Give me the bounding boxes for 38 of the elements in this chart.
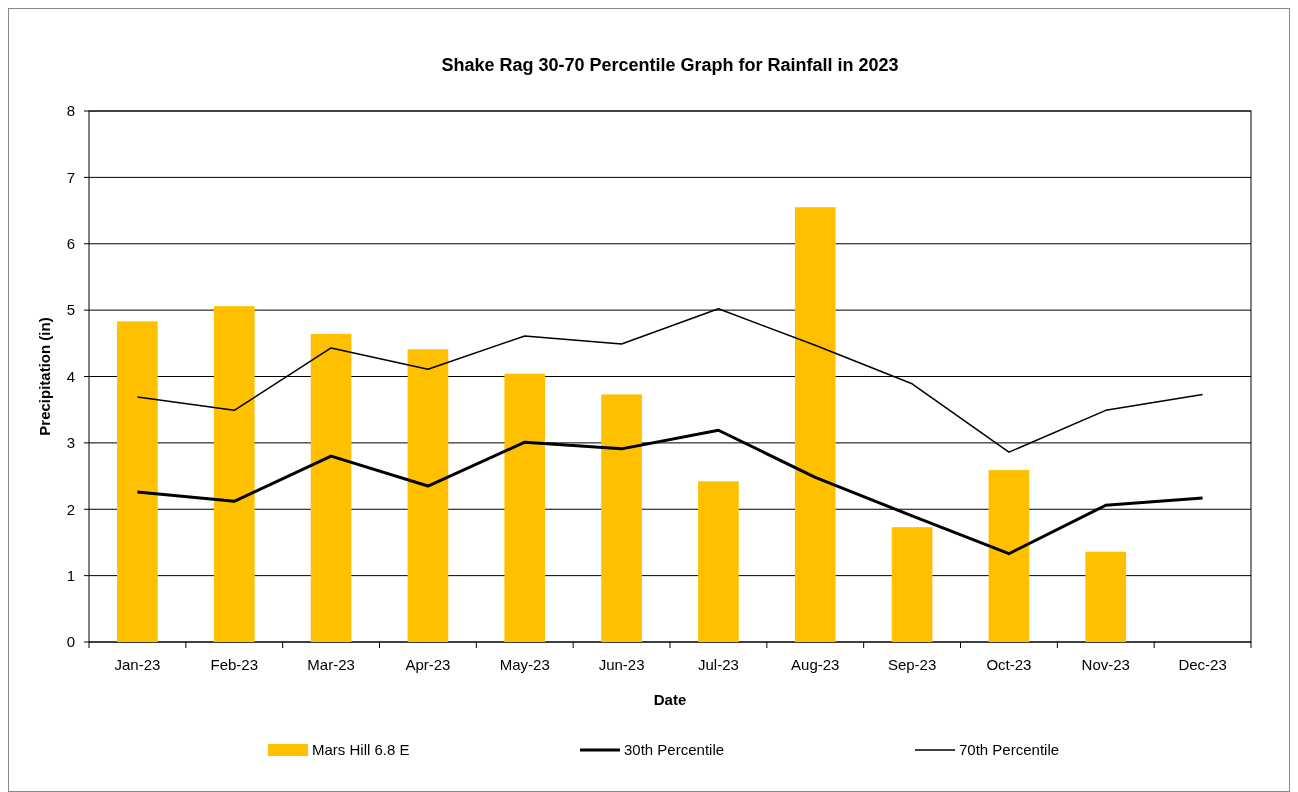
x-tick-label: Nov-23	[1081, 656, 1130, 673]
y-tick-label: 4	[66, 367, 75, 385]
legend-label: Mars Hill 6.8 E	[312, 741, 410, 759]
bar	[310, 334, 352, 642]
bar	[988, 470, 1030, 642]
y-tick-label: 1	[66, 566, 75, 584]
bar	[1085, 551, 1127, 642]
x-tick-label: Aug-23	[791, 656, 840, 673]
x-tick-label: Jan-23	[114, 656, 161, 673]
chart-title: Shake Rag 30-70 Percentile Graph for Rainfall in 2023	[441, 55, 899, 75]
legend-label: 70th Percentile	[959, 741, 1060, 759]
bar	[407, 349, 449, 642]
x-tick-label: May-23	[499, 656, 550, 673]
x-axis-title: Date	[653, 691, 687, 708]
y-tick-label: 7	[66, 168, 75, 186]
x-tick-label: Sep-23	[887, 656, 937, 673]
bar	[213, 306, 255, 642]
y-tick-label: 0	[66, 633, 75, 651]
x-tick-label: Oct-23	[986, 656, 1032, 673]
y-tick-label: 8	[66, 102, 75, 120]
x-tick-label: Apr-23	[405, 656, 451, 673]
x-tick-label: Feb-23	[210, 656, 259, 673]
bar	[117, 321, 158, 642]
x-tick-label: Mar-23	[307, 656, 355, 673]
x-tick-label: Jul-23	[697, 656, 739, 673]
legend-label: 30th Percentile	[624, 741, 725, 759]
bar	[891, 527, 933, 642]
x-tick-label: Jun-23	[598, 656, 645, 673]
bar	[504, 373, 546, 642]
bar	[698, 481, 739, 642]
y-tick-label: 3	[66, 434, 75, 452]
bar	[794, 207, 836, 642]
y-axis-title: Precipitation (in)	[36, 317, 53, 436]
x-tick-label: Dec-23	[1178, 656, 1227, 673]
bar	[601, 394, 642, 642]
y-tick-label: 5	[66, 301, 75, 319]
y-tick-label: 6	[66, 235, 75, 252]
y-tick-label: 2	[66, 500, 75, 518]
